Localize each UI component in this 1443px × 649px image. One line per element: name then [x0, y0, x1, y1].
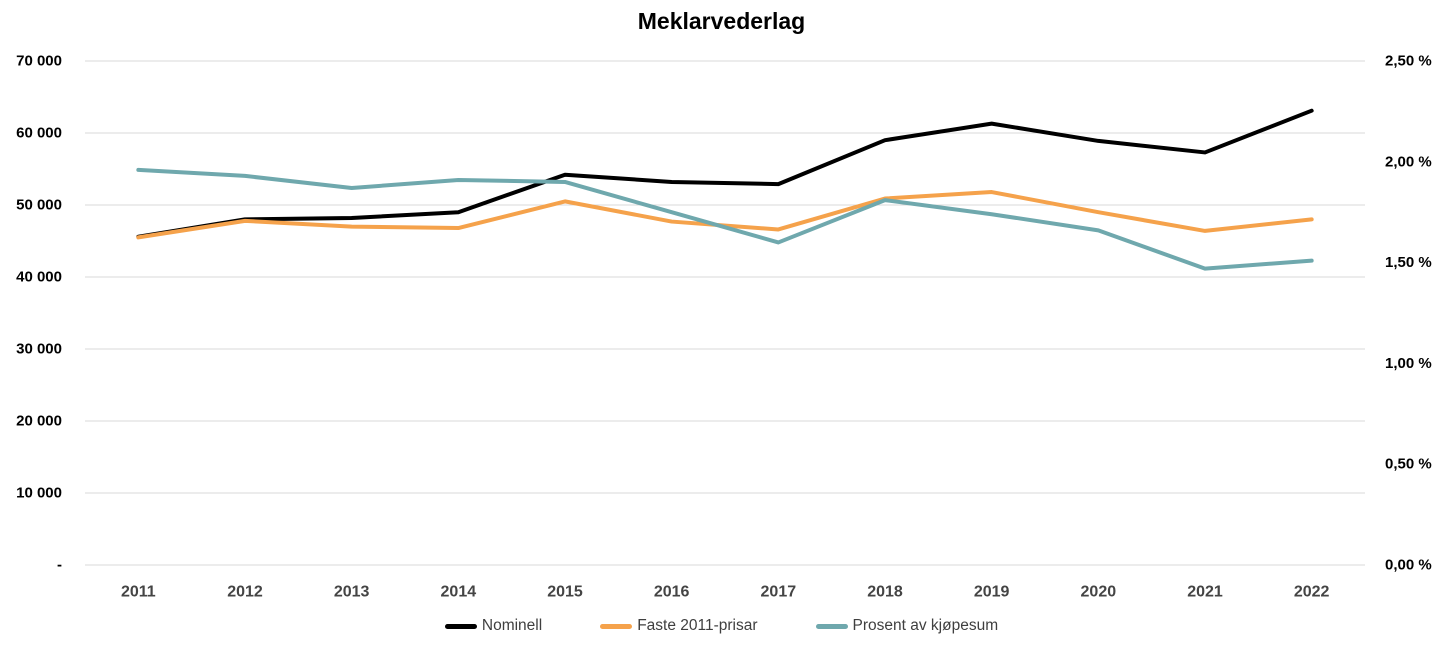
x-tick-label: 2018	[867, 584, 903, 601]
y-right-tick-label: 1,00 %	[1385, 355, 1432, 372]
x-tick-label: 2012	[227, 584, 263, 601]
y-left-tick-label: 70 000	[16, 53, 62, 70]
y-right-tick-label: 1,50 %	[1385, 254, 1432, 271]
y-left-tick-label: -	[57, 557, 62, 574]
y-right-tick-label: 0,50 %	[1385, 456, 1432, 473]
legend-marker	[444, 623, 477, 629]
x-tick-label: 2022	[1294, 584, 1330, 601]
y-left-tick-label: 50 000	[16, 197, 62, 214]
y-right-tick-label: 2,50 %	[1385, 53, 1432, 70]
legend-item: Nominell	[444, 617, 543, 635]
x-tick-label: 2013	[334, 584, 370, 601]
series-line-prosent-av-kj-pesum	[136, 167, 1314, 271]
x-tick-label: 2015	[547, 584, 583, 601]
legend: Nominell Faste 2011-prisar Prosent av kjøp…	[0, 617, 1443, 635]
x-tick-label: 2020	[1081, 584, 1117, 601]
series-line-faste-2011-prisar	[136, 190, 1314, 240]
legend-marker	[600, 623, 633, 629]
legend-label: Prosent av kjøpesum	[852, 617, 999, 634]
y-left-tick-label: 20 000	[16, 413, 62, 430]
legend-label: Nominell	[481, 617, 543, 634]
legend-item: Prosent av kjøpesum	[815, 617, 999, 635]
legend-label: Faste 2011-prisar	[637, 617, 758, 634]
x-tick-label: 2017	[761, 584, 797, 601]
chart-title: Meklarvederlag	[637, 8, 806, 34]
x-tick-label: 2011	[121, 584, 156, 601]
legend-item: Faste 2011-prisar	[600, 617, 758, 635]
y-left-tick-label: 60 000	[16, 125, 62, 142]
series-line-nominell	[136, 108, 1314, 239]
x-tick-label: 2014	[441, 584, 477, 601]
y-left-tick-label: 10 000	[16, 485, 62, 502]
y-right-tick-label: 0,00 %	[1385, 557, 1432, 574]
y-right-tick-label: 2,00 %	[1385, 153, 1432, 170]
x-tick-label: 2021	[1187, 584, 1223, 601]
x-tick-label: 2019	[974, 584, 1010, 601]
x-tick-label: 2016	[654, 584, 690, 601]
y-left-tick-label: 30 000	[16, 341, 62, 358]
y-left-tick-label: 40 000	[16, 269, 62, 286]
legend-marker	[815, 623, 848, 629]
